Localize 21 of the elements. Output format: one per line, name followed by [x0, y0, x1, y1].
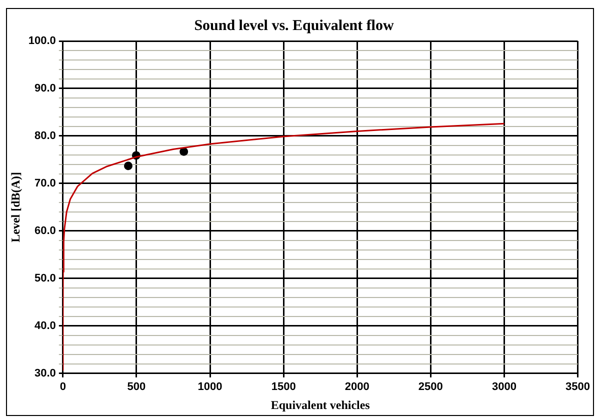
y-tick-label: 50.0: [34, 272, 56, 284]
x-tick-label: 3500: [566, 381, 590, 394]
x-tick-label: 1500: [271, 381, 296, 394]
x-axis-title: Equivalent vehicles: [270, 398, 370, 412]
y-tick-label: 90.0: [34, 82, 56, 95]
chart-title: Sound level vs. Equivalent flow: [194, 18, 394, 34]
y-tick-label: 70.0: [34, 177, 56, 190]
x-tick-label: 0: [60, 381, 66, 394]
point: [180, 147, 188, 156]
y-tick-label: 30.0: [34, 367, 56, 380]
x-tick-label: 500: [127, 381, 146, 394]
x-tick-label: 2000: [344, 381, 370, 394]
y-axis-title: Level [dB(A)]: [8, 172, 22, 242]
y-tick-label: 60.0: [34, 224, 56, 237]
x-tick-label: 1000: [198, 381, 222, 394]
x-tick-label: 3000: [492, 381, 516, 394]
point: [124, 162, 132, 170]
x-tick-label: 2500: [418, 381, 443, 394]
y-tick-label: 100.0: [28, 35, 56, 48]
y-tick-label: 80.0: [34, 130, 56, 142]
y-tick-label: 40.0: [34, 320, 56, 332]
